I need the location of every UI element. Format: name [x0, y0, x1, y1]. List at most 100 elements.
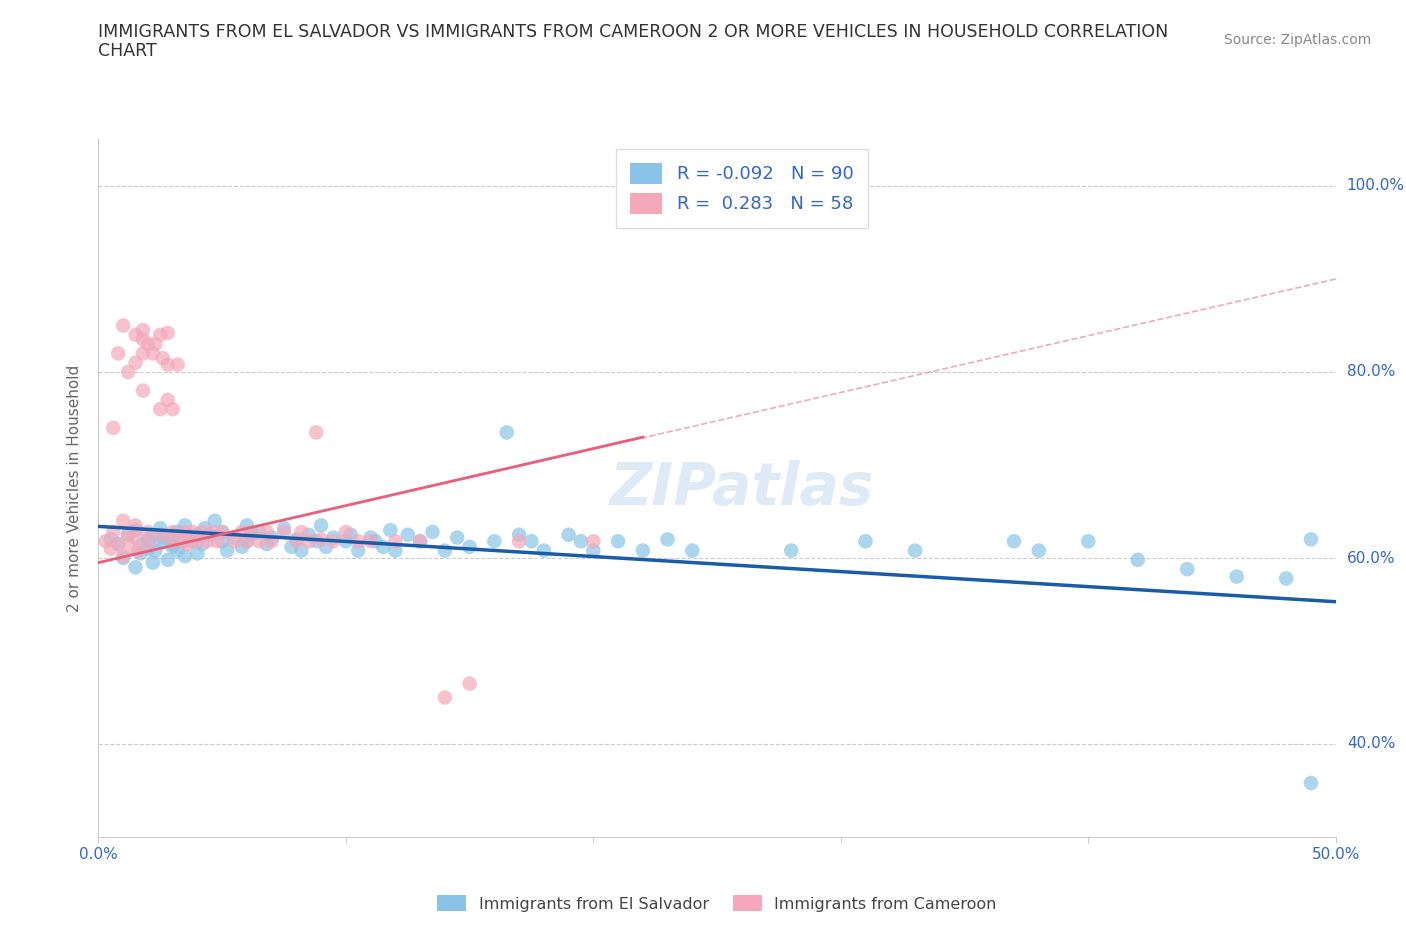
Point	[273, 525, 295, 539]
Point	[124, 530, 146, 545]
Point	[100, 541, 122, 556]
Point	[409, 534, 432, 549]
Point	[156, 326, 179, 340]
Point	[191, 525, 214, 539]
Point	[132, 346, 155, 361]
Point	[240, 525, 263, 539]
Point	[162, 537, 184, 551]
Point	[112, 318, 135, 333]
Point	[569, 534, 592, 549]
Point	[107, 537, 129, 551]
Point	[231, 539, 253, 554]
Point	[132, 383, 155, 398]
Point	[211, 534, 233, 549]
Point	[136, 541, 159, 556]
Point	[120, 539, 142, 554]
Point	[166, 525, 188, 539]
Point	[236, 518, 259, 533]
Point	[129, 546, 152, 561]
Point	[322, 530, 344, 545]
Point	[174, 518, 197, 533]
Point	[142, 346, 165, 361]
Point	[305, 534, 328, 549]
Point	[149, 534, 172, 549]
Text: 100.0%: 100.0%	[1347, 179, 1405, 193]
Point	[136, 532, 159, 547]
Point	[657, 532, 679, 547]
Point	[112, 549, 135, 564]
Point	[231, 525, 253, 539]
Point	[211, 525, 233, 539]
Point	[371, 539, 394, 554]
Point	[124, 518, 146, 533]
Point	[273, 521, 295, 536]
Point	[446, 530, 468, 545]
Point	[149, 527, 172, 542]
Point	[103, 525, 125, 539]
Point	[433, 543, 456, 558]
Point	[247, 525, 270, 539]
Point	[780, 543, 803, 558]
Point	[380, 523, 402, 538]
Point	[285, 534, 308, 549]
Text: CHART: CHART	[98, 42, 157, 60]
Point	[94, 534, 117, 549]
Point	[181, 534, 204, 549]
Point	[1126, 552, 1149, 567]
Point	[1175, 562, 1198, 577]
Point	[1299, 776, 1322, 790]
Point	[315, 539, 337, 554]
Point	[904, 543, 927, 558]
Point	[142, 555, 165, 570]
Point	[198, 527, 221, 542]
Point	[186, 534, 208, 549]
Point	[1028, 543, 1050, 558]
Point	[112, 513, 135, 528]
Point	[124, 355, 146, 370]
Point	[149, 402, 172, 417]
Point	[136, 537, 159, 551]
Point	[107, 537, 129, 551]
Point	[132, 332, 155, 347]
Point	[364, 534, 387, 549]
Point	[280, 539, 302, 554]
Point	[181, 525, 204, 539]
Y-axis label: 2 or more Vehicles in Household: 2 or more Vehicles in Household	[67, 365, 83, 612]
Point	[557, 527, 579, 542]
Point	[152, 351, 174, 365]
Point	[174, 525, 197, 539]
Point	[204, 513, 226, 528]
Point	[340, 527, 363, 542]
Point	[260, 530, 283, 545]
Point	[256, 537, 278, 551]
Point	[162, 402, 184, 417]
Point	[143, 543, 166, 558]
Point	[162, 525, 184, 539]
Point	[508, 527, 530, 542]
Point	[607, 534, 630, 549]
Point	[322, 534, 344, 549]
Text: 40.0%: 40.0%	[1347, 737, 1395, 751]
Point	[124, 327, 146, 342]
Point	[117, 527, 139, 542]
Point	[458, 539, 481, 554]
Point	[136, 525, 159, 539]
Point	[172, 534, 194, 549]
Point	[136, 337, 159, 352]
Point	[1077, 534, 1099, 549]
Point	[433, 690, 456, 705]
Point	[186, 546, 208, 561]
Text: Source: ZipAtlas.com: Source: ZipAtlas.com	[1223, 33, 1371, 46]
Point	[117, 527, 139, 542]
Text: 80.0%: 80.0%	[1347, 365, 1395, 379]
Point	[211, 525, 233, 539]
Point	[458, 676, 481, 691]
Point	[162, 527, 184, 542]
Point	[156, 552, 179, 567]
Point	[335, 525, 357, 539]
Point	[347, 534, 370, 549]
Point	[309, 518, 332, 533]
Point	[149, 327, 172, 342]
Point	[117, 365, 139, 379]
Point	[422, 525, 444, 539]
